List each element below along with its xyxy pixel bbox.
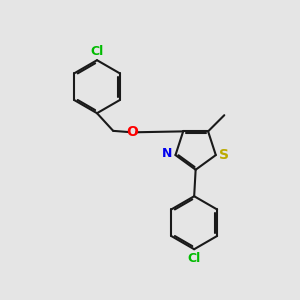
Text: S: S bbox=[219, 148, 229, 162]
Text: O: O bbox=[126, 125, 138, 139]
Text: Cl: Cl bbox=[90, 45, 104, 58]
Text: N: N bbox=[162, 147, 172, 160]
Text: Cl: Cl bbox=[188, 252, 201, 265]
